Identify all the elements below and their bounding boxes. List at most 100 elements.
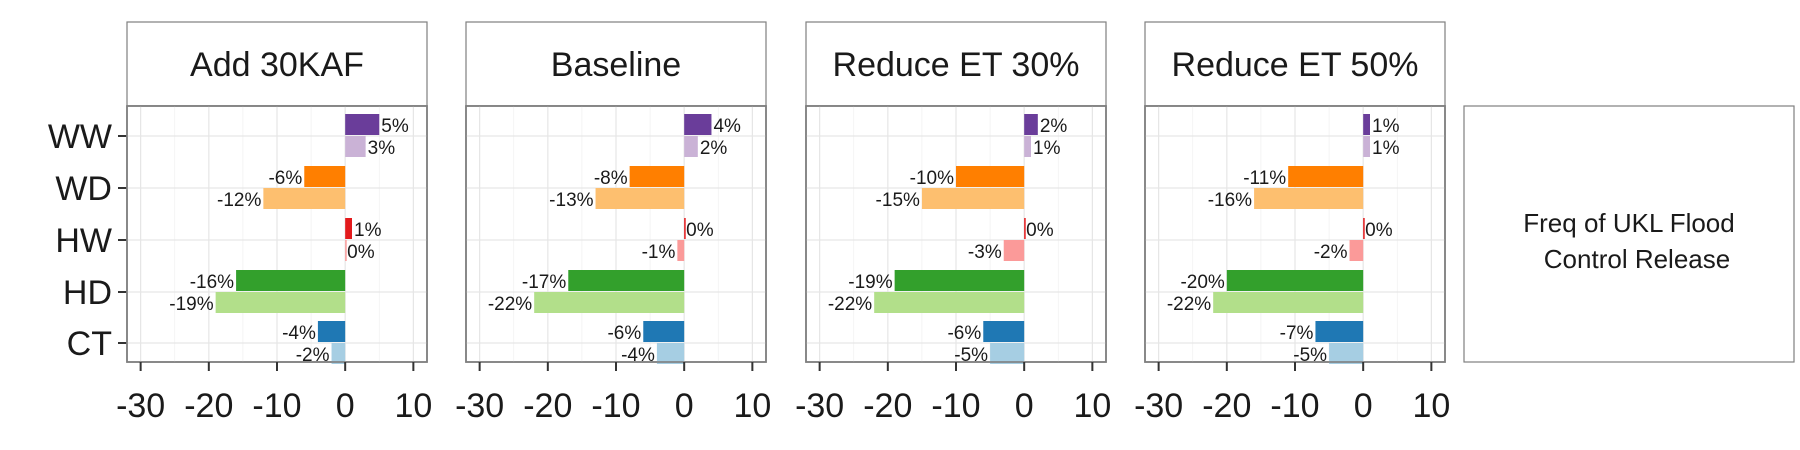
panel-1-data-label-ww-2: 3% (368, 138, 396, 159)
panel-1-data-label-ct-2: -2% (296, 345, 330, 366)
legend-box (1463, 105, 1795, 363)
panel-2-data-label-wd-2: -13% (549, 190, 593, 211)
panel-3-data-label-wd-1: -10% (910, 168, 954, 189)
panel-1-bar-hd-2 (215, 292, 346, 313)
panel-4-data-label-hd-2: -22% (1167, 294, 1211, 315)
panel-4-x-tick-label: -30 (1134, 387, 1183, 425)
panel-3-bar-wd-2 (921, 188, 1025, 209)
panel-3-bar-hd-1 (894, 270, 1025, 291)
panel-4-bar-hw-2 (1349, 240, 1364, 261)
panel-2-bar-hd-2 (534, 292, 685, 313)
category-label-wd: WD (55, 170, 112, 208)
panel-4-strip (1144, 21, 1446, 107)
panel-1-data-label-ww-1: 5% (381, 116, 409, 137)
panel-3-x-tick-label: -30 (795, 387, 844, 425)
panel-3-data-label-hw-2: -3% (968, 242, 1002, 263)
panel-3-strip-label: Reduce ET 30% (833, 46, 1080, 84)
panel-1-x-tick-label: -30 (116, 387, 165, 425)
panel-4-bar-wd-2 (1254, 188, 1364, 209)
panel-1-data-label-wd-1: -6% (268, 168, 302, 189)
panel-3-bar-hw-1 (1024, 218, 1026, 239)
panel-2-data-label-wd-1: -8% (594, 168, 628, 189)
panel-3-bar-hw-2 (1003, 240, 1025, 261)
panel-1-data-label-hw-2: 0% (347, 242, 375, 263)
panel-3-data-label-hd-2: -22% (828, 294, 872, 315)
panel-1-bar-ct-2 (331, 343, 346, 364)
panel-1-strip (126, 21, 428, 107)
panel-2-bar-ct-2 (656, 343, 685, 364)
panel-2-x-tick-label: -30 (455, 387, 504, 425)
panel-3-data-label-hd-1: -19% (848, 272, 892, 293)
panel-2-data-label-hw-1: 0% (686, 220, 714, 241)
panel-3-x-tick-label: -10 (931, 387, 980, 425)
panel-2-x-tick-label: 0 (675, 387, 694, 425)
panel-2-bar-hw-2 (677, 240, 685, 261)
panel-3-x-tick-label: 0 (1015, 387, 1034, 425)
panel-4-data-label-hd-1: -20% (1180, 272, 1224, 293)
panel-1-data-label-wd-2: -12% (217, 190, 261, 211)
panel-3-bar-hd-2 (874, 292, 1025, 313)
panel-4-bar-ww-1 (1363, 114, 1370, 135)
panel-4-data-label-ww-1: 1% (1372, 116, 1400, 137)
panel-2-data-label-ww-1: 4% (713, 116, 741, 137)
panel-3-x-tick-label: -20 (863, 387, 912, 425)
panel-4-data-label-ww-2: 1% (1372, 138, 1400, 159)
panel-3-data-label-ww-2: 1% (1033, 138, 1061, 159)
panel-3-bar-ww-2 (1024, 136, 1031, 157)
panel-4-data-label-hw-2: -2% (1314, 242, 1348, 263)
panel-2-data-label-hd-1: -17% (522, 272, 566, 293)
panel-4-data-label-ct-1: -7% (1280, 323, 1314, 344)
panel-4-strip-label: Reduce ET 50% (1172, 46, 1419, 84)
panel-3-data-label-ww-1: 2% (1040, 116, 1068, 137)
panel-2-bar-wd-1 (629, 166, 685, 187)
category-label-ww: WW (48, 118, 112, 156)
panel-1-x-tick-label: 10 (394, 387, 432, 425)
panel-4-bar-hw-1 (1363, 218, 1365, 239)
panel-2-data-label-ww-2: 2% (700, 138, 728, 159)
panel-1-x-tick-label: -10 (252, 387, 301, 425)
panel-4-data-label-ct-2: -5% (1293, 345, 1327, 366)
panel-3-bar-ww-1 (1024, 114, 1038, 135)
legend-title-line-1: Freq of UKL Flood (1523, 208, 1734, 238)
panel-4-bar-hd-1 (1226, 270, 1364, 291)
panel-1-data-label-ct-1: -4% (282, 323, 316, 344)
panel-1-x-tick-label: 0 (336, 387, 355, 425)
panel-2-x-tick-label: -10 (591, 387, 640, 425)
panel-3-bar-ct-1 (983, 321, 1025, 342)
panel-1-bar-ct-1 (317, 321, 346, 342)
panel-4-data-label-hw-1: 0% (1365, 220, 1393, 241)
panel-4-bar-ww-2 (1363, 136, 1370, 157)
panel-2-strip-label: Baseline (551, 46, 681, 84)
panel-3-data-label-ct-2: -5% (954, 345, 988, 366)
category-label-ct: CT (67, 325, 112, 363)
panel-2-x-tick-label: -20 (523, 387, 572, 425)
panel-2-strip (465, 21, 767, 107)
panel-1-strip-label: Add 30KAF (190, 46, 364, 84)
panel-1-bar-hw-1 (345, 218, 352, 239)
panel-2-data-label-hd-2: -22% (488, 294, 532, 315)
panel-3-data-label-wd-2: -15% (876, 190, 920, 211)
legend-title-line-2: Control Release (1544, 244, 1730, 274)
panel-4-bar-ct-2 (1329, 343, 1364, 364)
panel-2-bar-ct-1 (643, 321, 685, 342)
panel-4-data-label-wd-1: -11% (1243, 168, 1286, 189)
panel-3-bar-ct-2 (990, 343, 1025, 364)
panel-3-bar-wd-1 (956, 166, 1025, 187)
panel-1-data-label-hd-2: -19% (169, 294, 213, 315)
panel-1-bar-ww-2 (345, 136, 366, 157)
panel-1-bar-wd-1 (304, 166, 346, 187)
panel-2-bar-hd-1 (568, 270, 685, 291)
panel-1-bar-hw-2 (345, 240, 347, 261)
panel-3-x-tick-label: 10 (1073, 387, 1111, 425)
panel-2-bar-ww-2 (684, 136, 698, 157)
category-label-hd: HD (63, 274, 112, 312)
panel-1-bar-hd-1 (236, 270, 346, 291)
panel-2-data-label-ct-2: -4% (621, 345, 655, 366)
panel-2-bar-wd-2 (595, 188, 685, 209)
panel-4-bar-wd-1 (1288, 166, 1364, 187)
panel-4-bar-ct-1 (1315, 321, 1364, 342)
panel-3-data-label-hw-1: 0% (1026, 220, 1054, 241)
panel-1-data-label-hw-1: 1% (354, 220, 382, 241)
panel-2-data-label-hw-2: -1% (642, 242, 676, 263)
